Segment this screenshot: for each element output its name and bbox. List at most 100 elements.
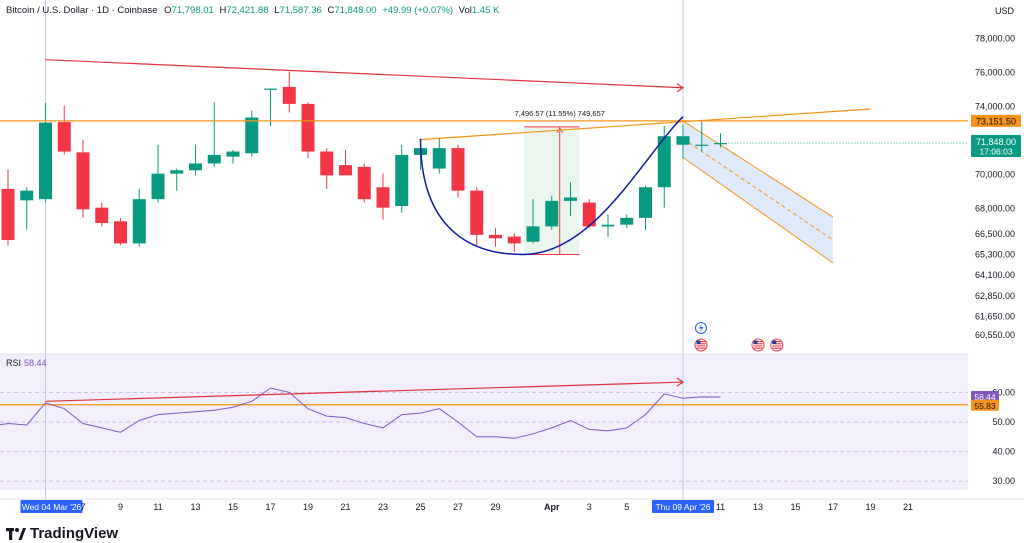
level-price-tag-text: 73,151.50 xyxy=(976,116,1016,126)
candle-body xyxy=(601,224,615,227)
time-axis-date-tag xyxy=(652,500,714,513)
measure-label: 7,496.57 (11.55%) 749,657 xyxy=(515,109,605,118)
candle-body xyxy=(489,234,502,239)
candle-body xyxy=(526,226,540,242)
level-price-tag xyxy=(971,114,1021,127)
candle-body xyxy=(451,148,465,191)
ohlc-low: 71,587.36 xyxy=(279,5,322,16)
candle-body xyxy=(339,165,352,176)
time-tick-label: 5 xyxy=(624,502,629,512)
rsi-tick-label: 40.00 xyxy=(992,447,1015,457)
time-tick-label: 11 xyxy=(716,502,725,512)
price-tick-label: 74,000.00 xyxy=(975,101,1015,111)
candle-body xyxy=(1,188,15,240)
projection-channel-upper xyxy=(682,120,834,218)
last-price-tag-text: 71,848.00 xyxy=(976,137,1016,147)
tradingview-brand[interactable]: TradingView xyxy=(6,525,118,542)
candle-body xyxy=(639,187,652,218)
time-tick-label: 23 xyxy=(378,502,388,512)
tradingview-logo-icon xyxy=(6,527,26,540)
time-tick-label: 19 xyxy=(303,502,313,512)
grid-layer xyxy=(45,0,684,500)
flag-stripe xyxy=(696,347,706,349)
time-tick-label: 11 xyxy=(153,502,162,512)
candle-body xyxy=(264,88,277,90)
flag-stripe xyxy=(753,347,763,349)
ohlc-high: 72,421.88 xyxy=(226,5,269,16)
time-tick-label: 9 xyxy=(118,502,123,512)
symbol-name[interactable]: Bitcoin / U.S. Dollar · 1D · Coinbase xyxy=(6,5,158,16)
rsi-level-tag-text: 55.83 xyxy=(974,401,996,411)
brand-name: TradingView xyxy=(30,525,119,542)
flag-stripe xyxy=(772,347,782,349)
time-tick-label: 25 xyxy=(415,502,425,512)
candle-body xyxy=(151,173,165,200)
us-flag-event-icon xyxy=(751,338,765,352)
rsi-pane: RSI 58.44 xyxy=(0,358,968,482)
price-tick-label: 68,000.00 xyxy=(975,204,1015,214)
candle-body xyxy=(132,199,146,244)
projection-channel-lower xyxy=(682,157,834,264)
price-tick-label: 76,000.00 xyxy=(975,67,1015,77)
candle-body xyxy=(95,207,109,223)
candle-body xyxy=(57,122,71,152)
candle-body xyxy=(39,122,52,200)
flag-stripe xyxy=(753,345,763,347)
projection-channel-fill xyxy=(683,120,833,263)
volume-label: Vol xyxy=(458,5,472,16)
candle-body xyxy=(114,221,127,244)
projection-channel-mid xyxy=(682,138,834,241)
countdown-text: 17:06:03 xyxy=(979,147,1012,157)
time-axis-date-tag-text: Wed 04 Mar '26 xyxy=(22,502,82,512)
flag-stripe xyxy=(696,343,706,345)
rsi-line xyxy=(0,387,721,439)
axes-layer: USD78,000.0076,000.0074,000.0072,000.007… xyxy=(0,0,1024,513)
candle-body xyxy=(564,197,577,201)
rsi-label: RSI xyxy=(6,358,21,368)
ohlc-c-label: C xyxy=(327,5,335,16)
candles-layer xyxy=(1,71,727,252)
candle-body xyxy=(207,154,221,164)
rsi-tick-label: 30.00 xyxy=(992,476,1015,486)
time-tick-label: 13 xyxy=(190,502,200,512)
price-tick-label: 64,100.00 xyxy=(975,270,1015,280)
candle-body xyxy=(695,144,709,146)
candle-body xyxy=(676,136,690,145)
time-axis-date-tag xyxy=(20,500,83,513)
price-tick-label: 66,500.00 xyxy=(975,229,1015,239)
candle-body xyxy=(189,163,202,171)
candle-body xyxy=(507,236,521,244)
us-flag-event-icon xyxy=(770,338,784,352)
candle-body xyxy=(376,187,390,208)
lightning-event-icon xyxy=(695,322,707,334)
ohlc-h-label: H xyxy=(219,5,227,16)
time-tick-label: 19 xyxy=(865,502,875,512)
time-tick-label: 21 xyxy=(903,502,913,512)
rsi-value-tag-text: 58.44 xyxy=(974,392,996,402)
time-tick-label: Apr xyxy=(544,502,560,512)
ohlc-open: 71,798.01 xyxy=(171,5,214,16)
candle-body xyxy=(320,151,334,176)
rsi-tick-label: 60.00 xyxy=(992,387,1015,397)
time-tick-label: 15 xyxy=(228,502,238,512)
flag-stripe xyxy=(696,341,706,343)
time-tick-label: 21 xyxy=(340,502,350,512)
time-axis-date-tag-text: Thu 09 Apr '26 xyxy=(655,502,710,512)
measure-arrow-head xyxy=(556,126,564,134)
resistance-arrow-head xyxy=(676,83,685,93)
flag-canton xyxy=(696,340,701,344)
time-tick-label: 27 xyxy=(453,502,463,512)
rising-trendline xyxy=(420,108,871,141)
flag-stripe xyxy=(753,341,763,343)
price-tick-label: 78,000.00 xyxy=(975,33,1015,43)
candle-body xyxy=(226,151,240,157)
flag-canton xyxy=(753,340,758,344)
candle-body xyxy=(76,152,90,210)
candle-body xyxy=(245,117,259,154)
candle-body xyxy=(620,217,634,225)
price-tick-label: 62,850.00 xyxy=(975,291,1015,301)
price-axis-background xyxy=(968,0,1024,500)
candle-body xyxy=(470,190,484,235)
flag-stripe xyxy=(772,343,782,345)
